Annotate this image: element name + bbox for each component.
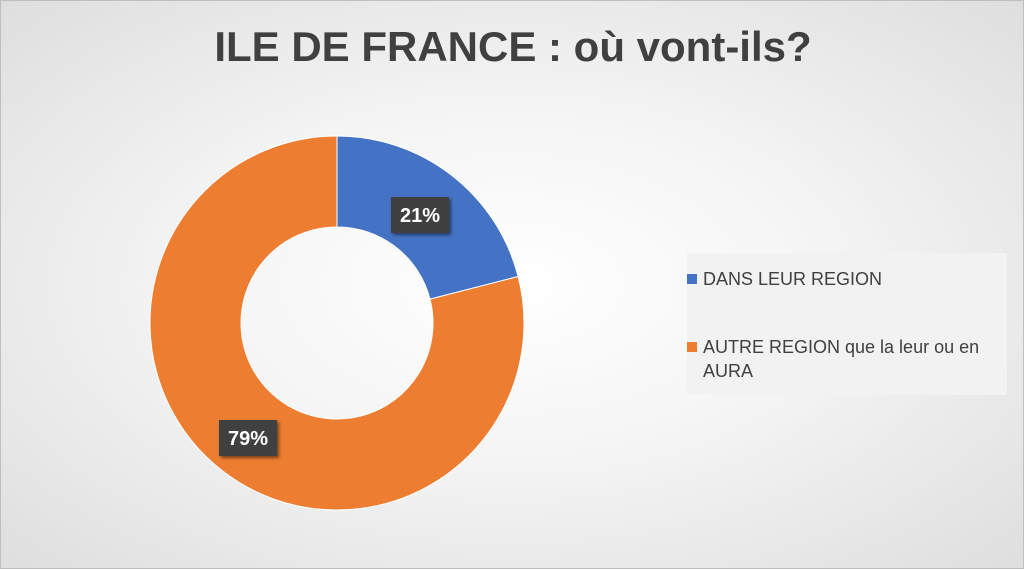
data-label: 21%: [391, 197, 449, 233]
legend: DANS LEUR REGION AUTRE REGION que la leu…: [687, 253, 1007, 395]
chart-title: ILE DE FRANCE : où vont-ils?: [214, 23, 812, 70]
legend-swatch-blue: [687, 274, 697, 284]
slice-autre-region[interactable]: [149, 135, 525, 511]
legend-label: AUTRE REGION que la leur ou en AURA: [703, 337, 980, 381]
data-label: 79%: [219, 420, 277, 456]
data-label-text: 79%: [228, 428, 268, 450]
legend-label: DANS LEUR REGION: [703, 269, 883, 289]
data-label-text: 21%: [400, 205, 440, 227]
data-label-box: [391, 197, 449, 233]
data-label-box: [219, 420, 277, 456]
legend-swatch-orange: [687, 342, 697, 352]
